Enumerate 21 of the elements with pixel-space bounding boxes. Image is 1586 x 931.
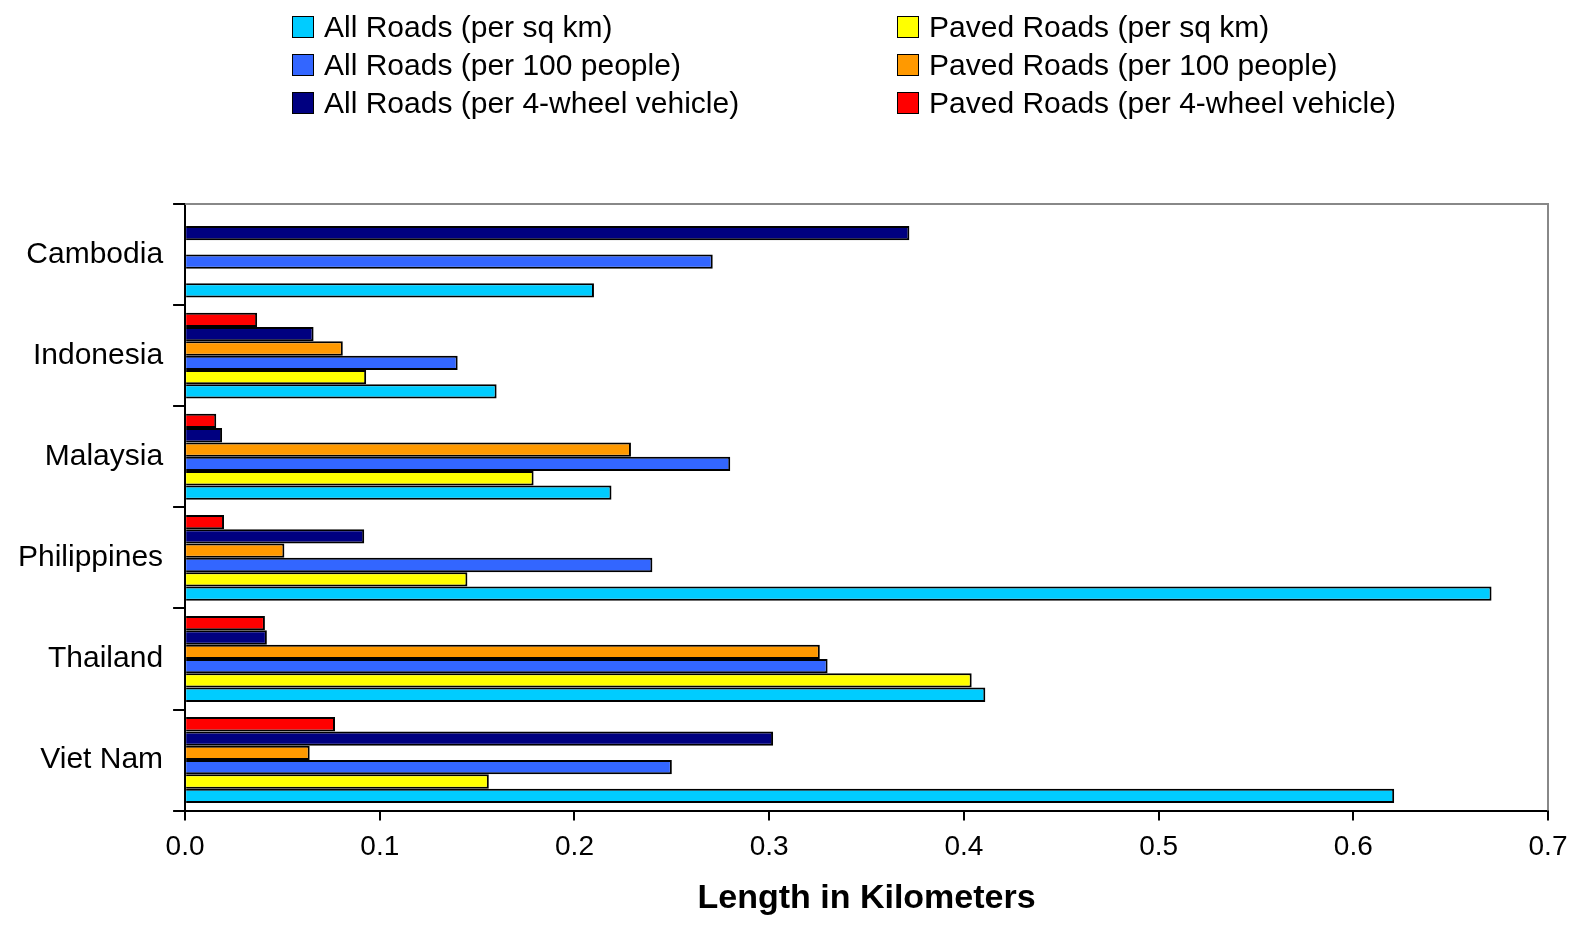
x-tick-label: 0.3 — [749, 830, 789, 862]
x-tick-label: 0.0 — [165, 830, 205, 862]
y-tick-label: Thailand — [48, 640, 164, 674]
legend-label: Paved Roads (per sq km) — [929, 10, 1270, 44]
x-tick-label: 0.7 — [1528, 830, 1568, 862]
x-tick-label: 0.5 — [1139, 830, 1179, 862]
legend-label: Paved Roads (per 4-wheel vehicle) — [929, 86, 1396, 120]
y-tick-label: Cambodia — [26, 235, 164, 269]
legend-label: Paved Roads (per 100 people) — [929, 48, 1338, 82]
x-axis-title: Length in Kilometers — [697, 876, 1036, 915]
x-tick-label: 0.4 — [944, 830, 984, 862]
y-tick-label: Malaysia — [44, 438, 164, 472]
legend-label: All Roads (per 100 people) — [324, 48, 681, 82]
legend-label: All Roads (per sq km) — [324, 10, 613, 44]
y-tick-label: Indonesia — [32, 336, 164, 370]
x-tick-label: 0.2 — [555, 830, 594, 862]
x-tick-label: 0.1 — [360, 830, 400, 862]
x-tick-label: 0.6 — [1333, 830, 1373, 862]
y-tick-label: Viet Nam — [40, 741, 164, 775]
legend-label: All Roads (per 4-wheel vehicle) — [324, 86, 740, 120]
y-tick-label: Philippines — [18, 539, 164, 573]
